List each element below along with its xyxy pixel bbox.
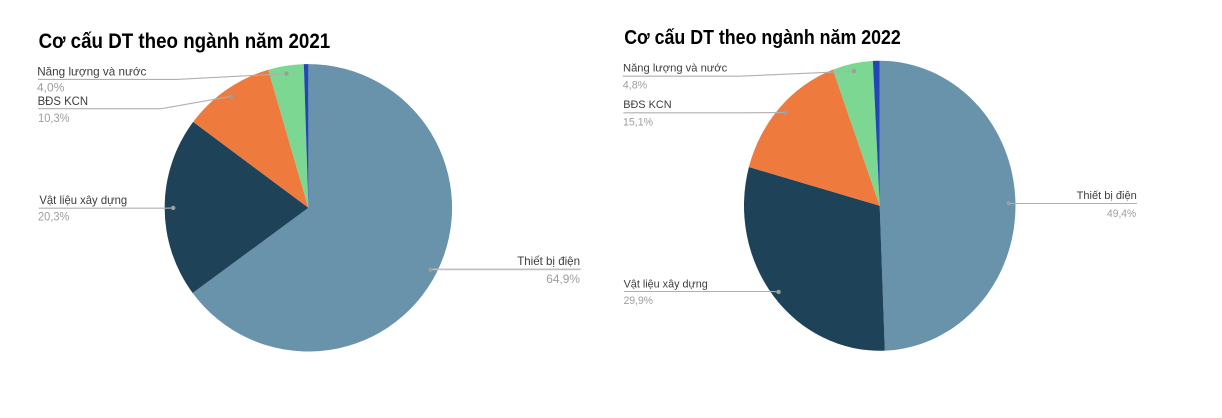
svg-text:Năng lượng và nước: Năng lượng và nước bbox=[623, 63, 727, 75]
svg-text:BĐS KCN: BĐS KCN bbox=[38, 94, 89, 108]
svg-text:10,3%: 10,3% bbox=[38, 111, 70, 125]
svg-text:49,4%: 49,4% bbox=[1107, 208, 1136, 220]
svg-text:4,0%: 4,0% bbox=[37, 81, 65, 95]
svg-text:15,1%: 15,1% bbox=[623, 116, 653, 128]
svg-text:Cơ cấu DT theo ngành năm 2021: Cơ cấu DT theo ngành năm 2021 bbox=[39, 30, 331, 53]
svg-text:Năng lượng và nước: Năng lượng và nước bbox=[37, 64, 146, 78]
svg-text:29,9%: 29,9% bbox=[624, 295, 653, 307]
svg-text:Cơ cấu DT theo ngành năm 2022: Cơ cấu DT theo ngành năm 2022 bbox=[624, 27, 901, 49]
svg-text:20,3%: 20,3% bbox=[38, 210, 70, 224]
svg-text:Vật liệu xây dựng: Vật liệu xây dựng bbox=[39, 193, 127, 207]
svg-text:Thiết bị điện: Thiết bị điện bbox=[517, 254, 580, 268]
svg-text:4,8%: 4,8% bbox=[623, 79, 647, 91]
svg-text:Thiết bị điện: Thiết bị điện bbox=[1077, 190, 1137, 202]
svg-text:BĐS KCN: BĐS KCN bbox=[623, 99, 671, 111]
svg-text:Vật liệu xây dựng: Vật liệu xây dựng bbox=[624, 279, 708, 291]
svg-text:64,9%: 64,9% bbox=[546, 272, 580, 286]
